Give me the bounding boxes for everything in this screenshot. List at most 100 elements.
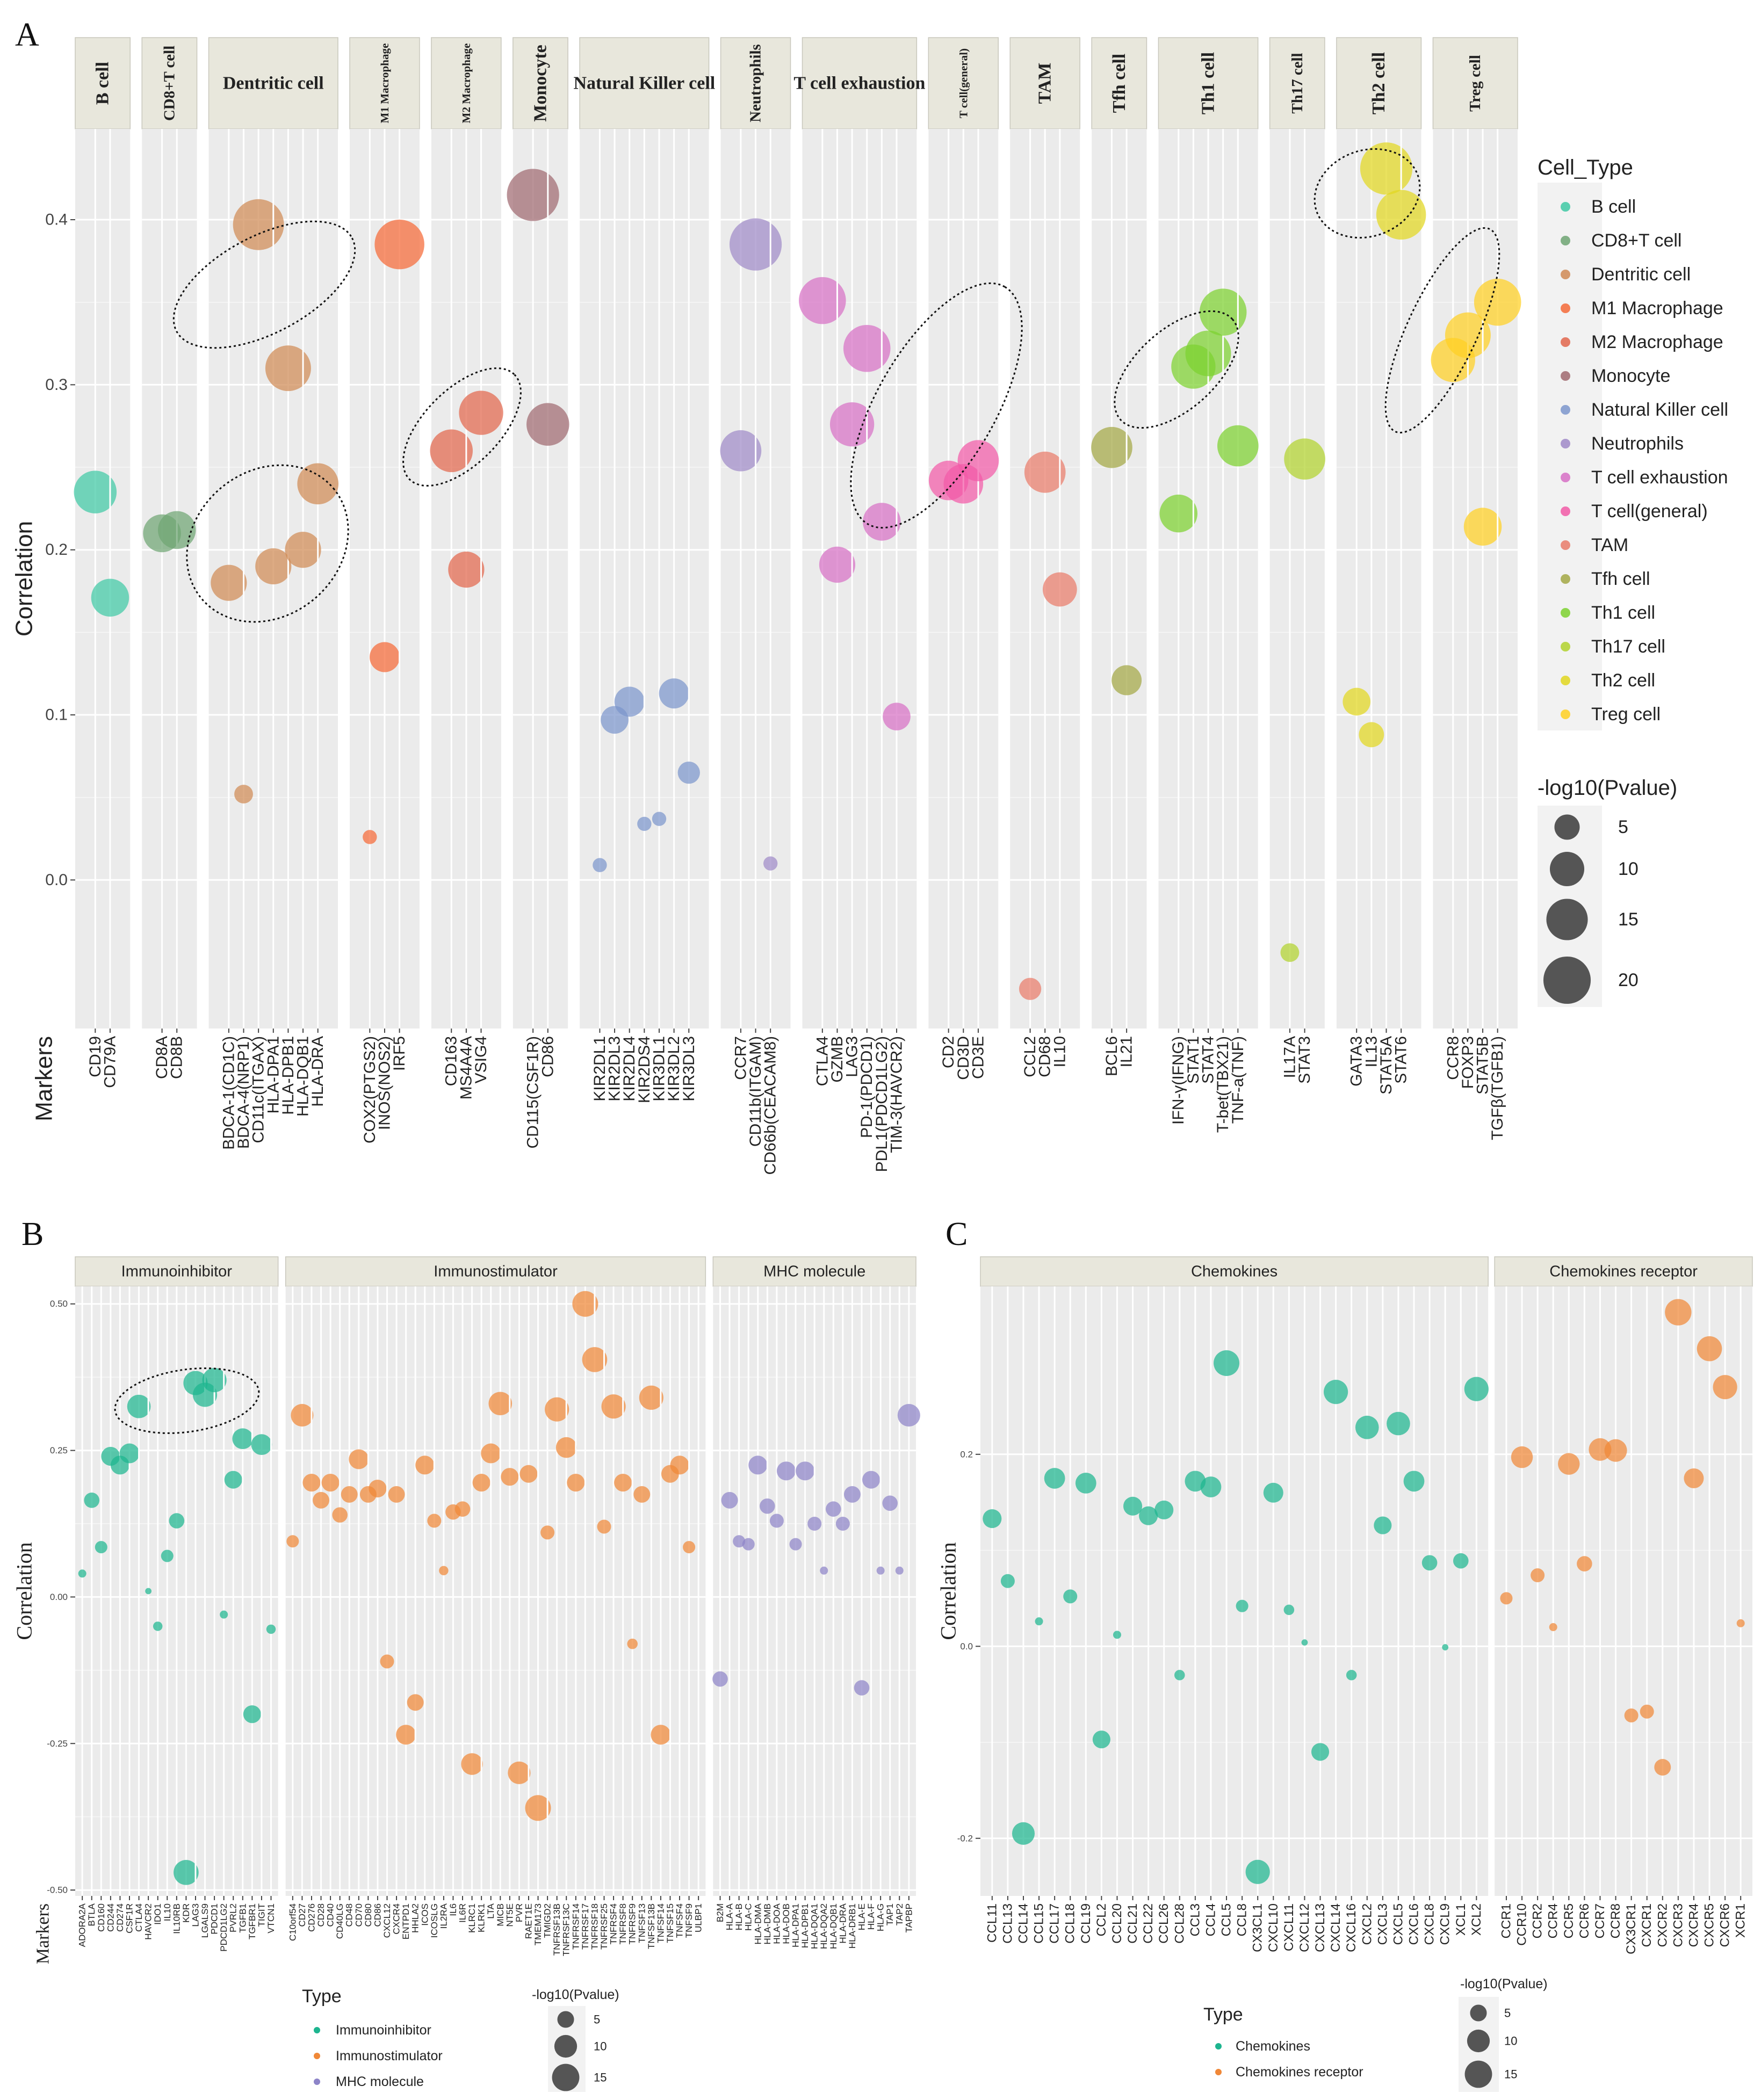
highlight-ellipse: [172, 220, 356, 349]
data-point: [1245, 1859, 1270, 1884]
facet-label: T cell exhaustion: [793, 74, 925, 93]
panel-label: B: [21, 1216, 44, 1252]
x-tick-label: BTLA: [86, 1903, 97, 1926]
x-tick-label: CD11c(ITGAX): [250, 1036, 268, 1143]
x-tick-label: TNFSF13: [637, 1903, 647, 1943]
x-tick-label: TNFSF13B: [646, 1903, 656, 1949]
x-tick-label: HLA-DPA1: [791, 1903, 801, 1947]
size-legend-key: [1470, 2004, 1487, 2022]
x-tick-label: KIR3DL1: [650, 1036, 668, 1102]
data-point: [297, 463, 339, 505]
x-tick-label: TIM-3(HAVCR2): [888, 1036, 906, 1153]
x-tick-label: HLA-F: [866, 1903, 876, 1930]
data-point: [1000, 1574, 1015, 1588]
data-point: [1092, 1730, 1110, 1749]
x-tick-label: HLA-DPB1: [279, 1036, 297, 1115]
x-tick-label: CCL19: [1079, 1903, 1093, 1944]
data-point: [454, 1501, 471, 1517]
x-tick-label: TNFRSF4: [609, 1903, 619, 1945]
y-tick-label: 0.2: [45, 541, 68, 559]
x-tick-label: STAT5A: [1377, 1036, 1395, 1095]
data-point: [776, 1461, 796, 1481]
data-point: [427, 1514, 442, 1528]
legend-key: [1215, 2043, 1222, 2050]
data-point: [1500, 1592, 1513, 1605]
x-tick-label: HLA-B: [734, 1903, 744, 1930]
y-tick-label: 0.1: [45, 706, 68, 724]
facet-strip: [712, 1256, 916, 1287]
size-legend-title: -log10(Pvalue): [1460, 1976, 1548, 1992]
data-point: [789, 1538, 802, 1551]
data-point: [369, 1479, 387, 1498]
data-point: [819, 546, 856, 583]
data-point: [127, 1394, 151, 1418]
x-tick-label: CCL22: [1141, 1903, 1156, 1944]
facet-strip: [1091, 37, 1147, 129]
data-point: [243, 1705, 261, 1724]
data-point: [627, 1638, 638, 1649]
data-point: [1640, 1704, 1654, 1719]
data-point: [1453, 1553, 1469, 1569]
data-point: [1374, 1516, 1392, 1534]
x-tick-label: ULBP1: [694, 1903, 704, 1932]
y-tick-label: -0.50: [47, 1885, 68, 1895]
x-tick-label: IL10: [162, 1903, 172, 1921]
data-point: [572, 1291, 598, 1317]
x-tick-label: B2M: [715, 1903, 725, 1922]
x-tick-label: CXCL6: [1407, 1903, 1421, 1945]
facet-label: Treg cell: [1467, 55, 1484, 112]
data-point: [174, 1860, 199, 1885]
x-tick-label: CXCL14: [1329, 1903, 1343, 1952]
x-tick-label: KDR: [181, 1903, 191, 1923]
x-tick-label: FOXP3: [1459, 1036, 1477, 1089]
x-tick-label: CCR7: [1593, 1903, 1607, 1938]
highlight-ellipse: [114, 1367, 260, 1434]
facet-strip: [285, 1256, 706, 1287]
x-tick-label: CCR4: [1546, 1903, 1561, 1938]
data-point: [302, 1474, 321, 1492]
x-tick-label: CCL26: [1157, 1903, 1171, 1944]
x-tick-label: CCR8: [1444, 1036, 1462, 1080]
data-point: [769, 1514, 784, 1528]
x-tick-label: STAT3: [1296, 1036, 1313, 1084]
panel-label: A: [15, 17, 39, 53]
data-point: [286, 1535, 299, 1548]
facet-label: Monocyte: [530, 45, 550, 122]
legend-label: T cell exhaustion: [1591, 467, 1728, 488]
data-point: [388, 1486, 405, 1503]
legend-key: [1561, 506, 1570, 516]
x-tick-label: TGFB1: [237, 1903, 248, 1933]
size-legend-label: 15: [594, 2071, 607, 2084]
x-tick-label: CCL15: [1032, 1903, 1047, 1944]
x-tick-label: CD79A: [101, 1036, 119, 1088]
legend-key: [1561, 709, 1570, 719]
x-tick-label: TGFBR1: [247, 1903, 257, 1939]
data-point: [1511, 1446, 1533, 1468]
x-tick-label: STAT4: [1200, 1036, 1217, 1084]
data-point: [721, 1491, 738, 1509]
data-point: [285, 532, 321, 568]
y-tick-label: 0.2: [960, 1449, 973, 1459]
x-tick-label: IL21: [1118, 1036, 1136, 1067]
x-tick-label: MICB: [495, 1903, 506, 1927]
size-legend-key: [552, 2063, 580, 2091]
data-point: [545, 1397, 569, 1422]
legend-label: B cell: [1591, 197, 1636, 217]
facet-label: T cell(general): [957, 48, 970, 118]
x-tick-label: RAET1E: [523, 1903, 533, 1939]
x-tick-label: CXCR6: [1718, 1903, 1733, 1947]
x-tick-label: VTCN1: [266, 1903, 276, 1934]
data-point: [1154, 1500, 1174, 1520]
legend-label: CD8+T cell: [1591, 230, 1682, 251]
legend-key: [1561, 642, 1570, 651]
data-point: [1387, 1411, 1410, 1436]
x-tick-label: LAG3: [843, 1036, 861, 1077]
data-point: [796, 1461, 815, 1481]
data-point: [145, 1588, 152, 1595]
x-tick-label: HLA-DMB: [762, 1903, 773, 1945]
x-tick-label: TNFSF14: [655, 1903, 666, 1943]
data-point: [826, 1501, 841, 1517]
data-point: [488, 1392, 513, 1416]
data-point: [614, 1474, 632, 1492]
